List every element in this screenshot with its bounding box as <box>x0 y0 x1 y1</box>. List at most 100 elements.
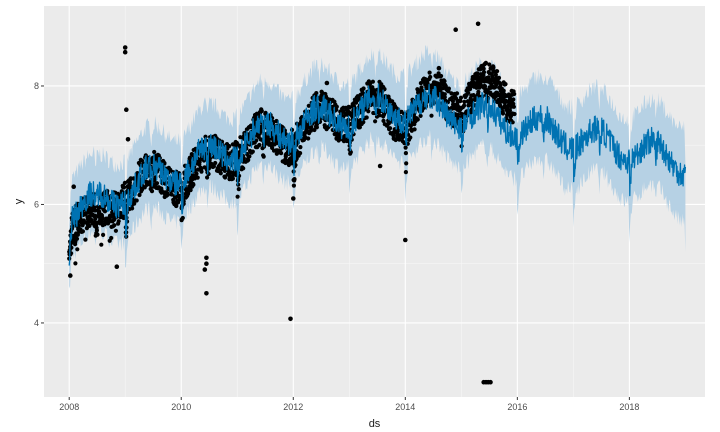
data-point <box>512 111 517 117</box>
data-point <box>408 135 413 140</box>
data-point <box>154 181 160 186</box>
outlier-point <box>125 137 131 142</box>
data-point <box>74 236 80 241</box>
data-point <box>404 161 409 166</box>
data-point <box>512 91 517 97</box>
data-point <box>370 79 375 84</box>
data-point <box>99 219 104 224</box>
outlier-point <box>436 65 442 71</box>
data-point <box>94 228 99 233</box>
outlier-point <box>488 379 493 385</box>
x-tick-label: 2014 <box>395 402 415 412</box>
data-point <box>427 70 432 75</box>
data-point <box>169 192 174 197</box>
data-point <box>165 192 170 197</box>
data-point <box>366 109 371 114</box>
y-axis-title: y <box>13 198 25 204</box>
data-point <box>149 189 155 194</box>
data-point <box>462 103 467 108</box>
x-tick-label: 2010 <box>171 402 191 412</box>
outlier-point <box>68 273 73 278</box>
data-point <box>418 113 423 118</box>
data-point <box>116 219 121 224</box>
data-point <box>428 74 433 80</box>
data-point <box>250 149 255 154</box>
data-point <box>234 140 239 146</box>
data-point <box>454 91 460 96</box>
data-point <box>306 136 311 141</box>
data-point <box>112 223 117 228</box>
data-point <box>199 169 204 174</box>
outlier-point <box>324 80 330 86</box>
data-point <box>75 232 80 237</box>
data-point <box>205 175 210 180</box>
outlier-point <box>204 261 209 267</box>
data-point <box>73 261 78 266</box>
data-point <box>439 73 444 79</box>
data-point <box>102 209 108 214</box>
outlier-point <box>71 184 76 189</box>
data-point <box>173 195 178 200</box>
x-tick-label: 2012 <box>283 402 303 412</box>
data-point <box>93 213 98 218</box>
data-point <box>222 168 227 173</box>
data-point <box>403 145 408 150</box>
data-point <box>83 237 88 242</box>
data-point <box>298 151 303 156</box>
data-point <box>388 126 393 131</box>
data-point <box>230 176 235 181</box>
data-point <box>188 188 193 193</box>
data-point <box>511 97 516 102</box>
outlier-point <box>453 27 459 32</box>
data-point <box>194 171 199 176</box>
data-point <box>223 175 228 180</box>
data-point <box>442 92 447 97</box>
x-tick-label: 2008 <box>59 402 79 412</box>
data-point <box>500 111 506 116</box>
data-point <box>476 89 481 94</box>
data-point <box>180 215 185 221</box>
data-point <box>191 182 196 187</box>
data-point <box>446 86 451 91</box>
data-point <box>174 203 179 209</box>
outlier-point <box>122 49 128 55</box>
data-point <box>75 247 80 252</box>
uncertainty-band-layer <box>69 45 686 289</box>
data-point <box>235 194 240 199</box>
data-point <box>415 117 420 122</box>
data-point <box>462 99 467 104</box>
data-point <box>152 149 157 155</box>
outlier-point <box>377 163 383 169</box>
data-point <box>109 235 114 241</box>
data-point <box>403 151 408 156</box>
data-point <box>113 228 118 233</box>
data-point <box>364 115 369 120</box>
data-point <box>259 108 264 114</box>
data-point <box>203 134 208 139</box>
data-point <box>241 166 246 171</box>
data-point <box>130 206 135 211</box>
outlier-point <box>204 291 209 296</box>
y-axis-ticks: 4 6 8 <box>34 81 44 328</box>
data-point <box>291 183 296 188</box>
data-point <box>80 229 85 234</box>
data-point <box>100 216 105 221</box>
outlier-point <box>291 196 296 201</box>
data-point <box>76 223 81 228</box>
data-point <box>127 180 132 185</box>
y-tick-label: 4 <box>34 318 39 328</box>
data-point <box>442 79 447 84</box>
data-point <box>298 145 303 150</box>
data-point <box>139 187 145 192</box>
data-point <box>491 65 496 70</box>
data-point <box>257 142 262 148</box>
data-point <box>211 164 216 169</box>
data-point <box>213 160 218 166</box>
outlier-point <box>114 264 120 270</box>
data-point <box>97 209 102 214</box>
data-point <box>93 216 98 221</box>
data-point <box>511 104 516 109</box>
data-point <box>503 82 508 87</box>
x-tick-label: 2016 <box>507 402 527 412</box>
data-point <box>496 75 502 80</box>
